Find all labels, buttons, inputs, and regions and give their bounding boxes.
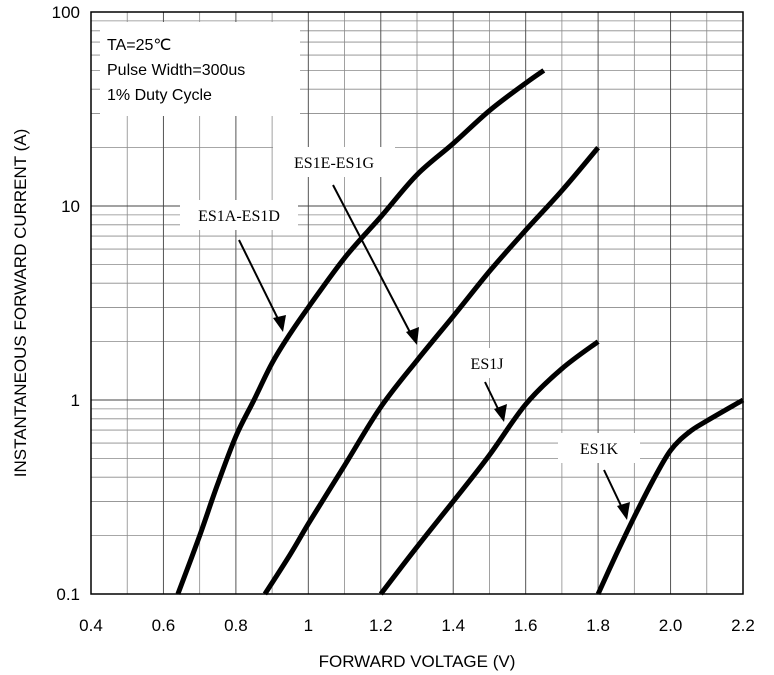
- arrow-head-es1a-es1d: [273, 315, 286, 332]
- y-tick-label: 1: [71, 391, 80, 410]
- series-label-es1e-es1g: ES1E-ES1G: [294, 155, 374, 172]
- y-axis-title: INSTANTANEOUS FORWARD CURRENT (A): [11, 129, 30, 478]
- y-tick-labels: 0.1 1 10 100: [52, 3, 80, 604]
- series-line-0: [175, 68, 546, 595]
- y-tick-label: 0.1: [56, 585, 80, 604]
- condition-pulse-width: Pulse Width=300us: [107, 62, 245, 79]
- series-label-es1k: ES1K: [580, 441, 619, 458]
- label-bg-es1k: [558, 433, 640, 463]
- x-tick-label: 0.4: [79, 616, 103, 635]
- series-labels: ES1A-ES1D ES1E-ES1G ES1J ES1K: [180, 147, 640, 520]
- arrow-head-es1k: [617, 502, 630, 520]
- x-tick-label: 1.2: [369, 616, 393, 635]
- condition-temperature: TA=25℃: [107, 37, 171, 54]
- label-bg-es1e: [273, 147, 395, 177]
- arrow-es1a-es1d: [238, 239, 282, 326]
- label-bg-es1j: [455, 348, 519, 378]
- y-tick-label: 10: [61, 197, 80, 216]
- x-tick-label: 2.0: [659, 616, 683, 635]
- y-tick-label: 100: [52, 3, 80, 22]
- series-label-es1a-es1d: ES1A-ES1D: [198, 208, 280, 225]
- x-tick-label: 1.6: [514, 616, 538, 635]
- x-tick-label: 1.8: [586, 616, 610, 635]
- series-line-2: [378, 339, 600, 596]
- series-line-1: [262, 145, 601, 596]
- x-tick-label: 0.6: [152, 616, 176, 635]
- x-tick-label: 1.4: [441, 616, 465, 635]
- condition-duty-cycle: 1% Duty Cycle: [107, 87, 212, 104]
- grid-major: [91, 12, 743, 594]
- conditions-box-background: [100, 22, 300, 116]
- x-tick-label: 1: [304, 616, 313, 635]
- series-lines: [175, 68, 745, 596]
- x-tick-labels: 0.4 0.6 0.8 1 1.2 1.4 1.6 1.8 2.0 2.2: [79, 616, 755, 635]
- x-axis-title: FORWARD VOLTAGE (V): [319, 652, 516, 671]
- plot-frame: [90, 11, 744, 595]
- x-tick-label: 0.8: [224, 616, 248, 635]
- arrow-head-es1e-es1g: [406, 327, 419, 345]
- conditions-box: TA=25℃ Pulse Width=300us 1% Duty Cycle: [100, 22, 300, 116]
- label-bg-es1a: [180, 200, 298, 230]
- x-tick-label: 2.2: [731, 616, 755, 635]
- arrow-head-es1j: [494, 404, 507, 422]
- series-line-3: [595, 397, 745, 596]
- series-label-es1j: ES1J: [471, 356, 504, 373]
- arrow-es1e-es1g: [332, 184, 414, 339]
